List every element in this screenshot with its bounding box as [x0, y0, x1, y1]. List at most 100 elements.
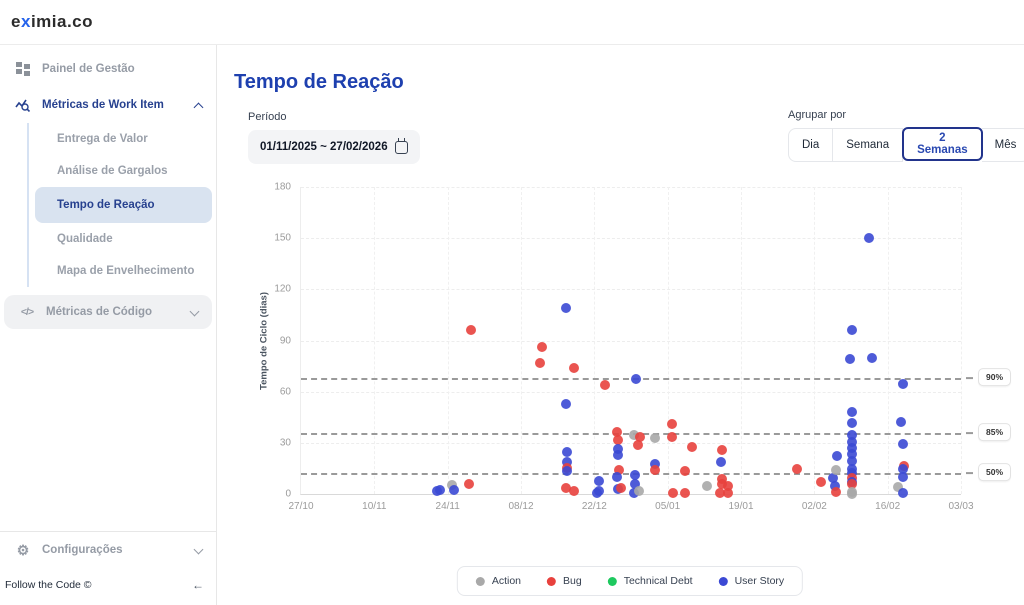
data-point-story[interactable] — [561, 456, 572, 467]
data-point-bug[interactable] — [831, 487, 842, 498]
data-point-bug[interactable] — [611, 427, 622, 438]
data-point-story[interactable] — [897, 472, 908, 483]
data-point-story[interactable] — [561, 398, 572, 409]
data-point-story[interactable] — [613, 449, 624, 460]
data-point-story[interactable] — [829, 480, 840, 491]
y-axis-title: Tempo de Ciclo (dias) — [258, 291, 270, 391]
data-point-story[interactable] — [897, 438, 908, 449]
group-by-mês-button[interactable]: Mês — [981, 128, 1024, 162]
group-by-semana-button[interactable]: Semana — [833, 128, 904, 162]
data-point-bug[interactable] — [847, 478, 858, 489]
data-point-bug[interactable] — [536, 342, 547, 353]
data-point-bug[interactable] — [599, 379, 610, 390]
data-point-story[interactable] — [592, 488, 603, 499]
data-point-bug[interactable] — [615, 483, 626, 494]
group-by-2-semanas-button[interactable]: 2 Semanas — [902, 127, 983, 161]
data-point-bug[interactable] — [679, 488, 690, 499]
data-point-bug[interactable] — [568, 485, 579, 496]
data-point-story[interactable] — [846, 325, 857, 336]
data-point-bug[interactable] — [679, 465, 690, 476]
y-tick-label: 90 — [279, 335, 291, 346]
data-point-story[interactable] — [630, 469, 641, 480]
collapse-sidebar-arrow-icon[interactable]: ← — [192, 578, 204, 592]
data-point-bug[interactable] — [613, 435, 624, 446]
data-point-story[interactable] — [866, 352, 877, 363]
data-point-story[interactable] — [897, 379, 908, 390]
data-point-bug[interactable] — [614, 464, 625, 475]
data-point-story[interactable] — [846, 418, 857, 429]
data-point-story[interactable] — [846, 467, 857, 478]
data-point-bug[interactable] — [667, 488, 678, 499]
group-by-dia-button[interactable]: Dia — [788, 128, 834, 162]
sidebar-item-metricas-work-item[interactable]: Métricas de Work Item — [0, 87, 216, 123]
data-point-bug[interactable] — [723, 480, 734, 491]
data-point-action[interactable] — [628, 430, 639, 441]
sidebar-item-entrega-de-valor[interactable]: Entrega de Valor — [57, 133, 148, 145]
data-point-story[interactable] — [561, 303, 572, 314]
data-point-story[interactable] — [650, 458, 661, 469]
legend-item-story[interactable]: User Story — [718, 575, 784, 587]
data-point-story[interactable] — [846, 443, 857, 454]
data-point-bug[interactable] — [686, 441, 697, 452]
data-point-bug[interactable] — [633, 439, 644, 450]
data-point-action[interactable] — [892, 482, 903, 493]
data-point-story[interactable] — [593, 475, 604, 486]
data-point-bug[interactable] — [815, 476, 826, 487]
data-point-story[interactable] — [611, 472, 622, 483]
data-point-bug[interactable] — [791, 463, 802, 474]
sidebar-divider — [0, 531, 216, 532]
data-point-story[interactable] — [630, 373, 641, 384]
data-point-action[interactable] — [649, 432, 660, 443]
data-point-story[interactable] — [897, 488, 908, 499]
data-point-story[interactable] — [846, 455, 857, 466]
sidebar-item-metricas-codigo[interactable]: </> Métricas de Código — [4, 295, 212, 329]
data-point-story[interactable] — [628, 488, 639, 499]
sidebar-item-qualidade[interactable]: Qualidade — [57, 233, 113, 245]
sidebar-item-tempo-de-reacao[interactable]: Tempo de Reação — [35, 187, 212, 223]
legend-item-bug[interactable]: Bug — [547, 575, 582, 587]
data-point-story[interactable] — [896, 417, 907, 428]
data-point-action[interactable] — [634, 485, 645, 496]
data-point-bug[interactable] — [715, 488, 726, 499]
data-point-story[interactable] — [846, 407, 857, 418]
data-point-action[interactable] — [846, 488, 857, 499]
period-date-range-input[interactable]: 01/11/2025 ~ 27/02/2026 — [248, 130, 420, 164]
data-point-story[interactable] — [630, 478, 641, 489]
legend-item-action[interactable]: Action — [475, 575, 521, 587]
data-point-story[interactable] — [846, 437, 857, 448]
data-point-bug[interactable] — [568, 362, 579, 373]
data-point-story[interactable] — [561, 447, 572, 458]
sidebar-item-configuracoes[interactable]: ⚙ Configurações — [0, 532, 216, 568]
data-point-story[interactable] — [435, 484, 446, 495]
data-point-action[interactable] — [701, 481, 712, 492]
legend-item-debt[interactable]: Technical Debt — [607, 575, 693, 587]
data-point-story[interactable] — [845, 354, 856, 365]
data-point-bug[interactable] — [635, 432, 646, 443]
data-point-story[interactable] — [863, 233, 874, 244]
data-point-bug[interactable] — [650, 464, 661, 475]
data-point-bug[interactable] — [561, 483, 572, 494]
data-point-story[interactable] — [846, 430, 857, 441]
data-point-bug[interactable] — [667, 432, 678, 443]
data-point-story[interactable] — [897, 463, 908, 474]
data-point-story[interactable] — [828, 472, 839, 483]
data-point-bug[interactable] — [716, 478, 727, 489]
group-by-button-group: Dia Semana 2 Semanas Mês — [788, 127, 1024, 162]
data-point-bug[interactable] — [535, 357, 546, 368]
data-point-bug[interactable] — [723, 488, 734, 499]
sidebar-item-painel-de-gestao[interactable]: Painel de Gestão — [0, 51, 216, 87]
sidebar-item-analise-de-gargalos[interactable]: Análise de Gargalos — [57, 165, 168, 177]
sidebar-item-mapa-de-envelhecimento[interactable]: Mapa de Envelhecimento — [57, 265, 195, 277]
data-point-story[interactable] — [613, 443, 624, 454]
data-point-bug[interactable] — [667, 418, 678, 429]
data-point-action[interactable] — [831, 464, 842, 475]
data-point-story[interactable] — [449, 484, 460, 495]
data-point-bug[interactable] — [466, 325, 477, 336]
data-point-story[interactable] — [561, 465, 572, 476]
data-point-story[interactable] — [846, 448, 857, 459]
data-point-story[interactable] — [715, 456, 726, 467]
data-point-bug[interactable] — [716, 444, 727, 455]
data-point-bug[interactable] — [464, 478, 475, 489]
x-tick-label: 24/11 — [435, 501, 460, 512]
data-point-story[interactable] — [832, 450, 843, 461]
